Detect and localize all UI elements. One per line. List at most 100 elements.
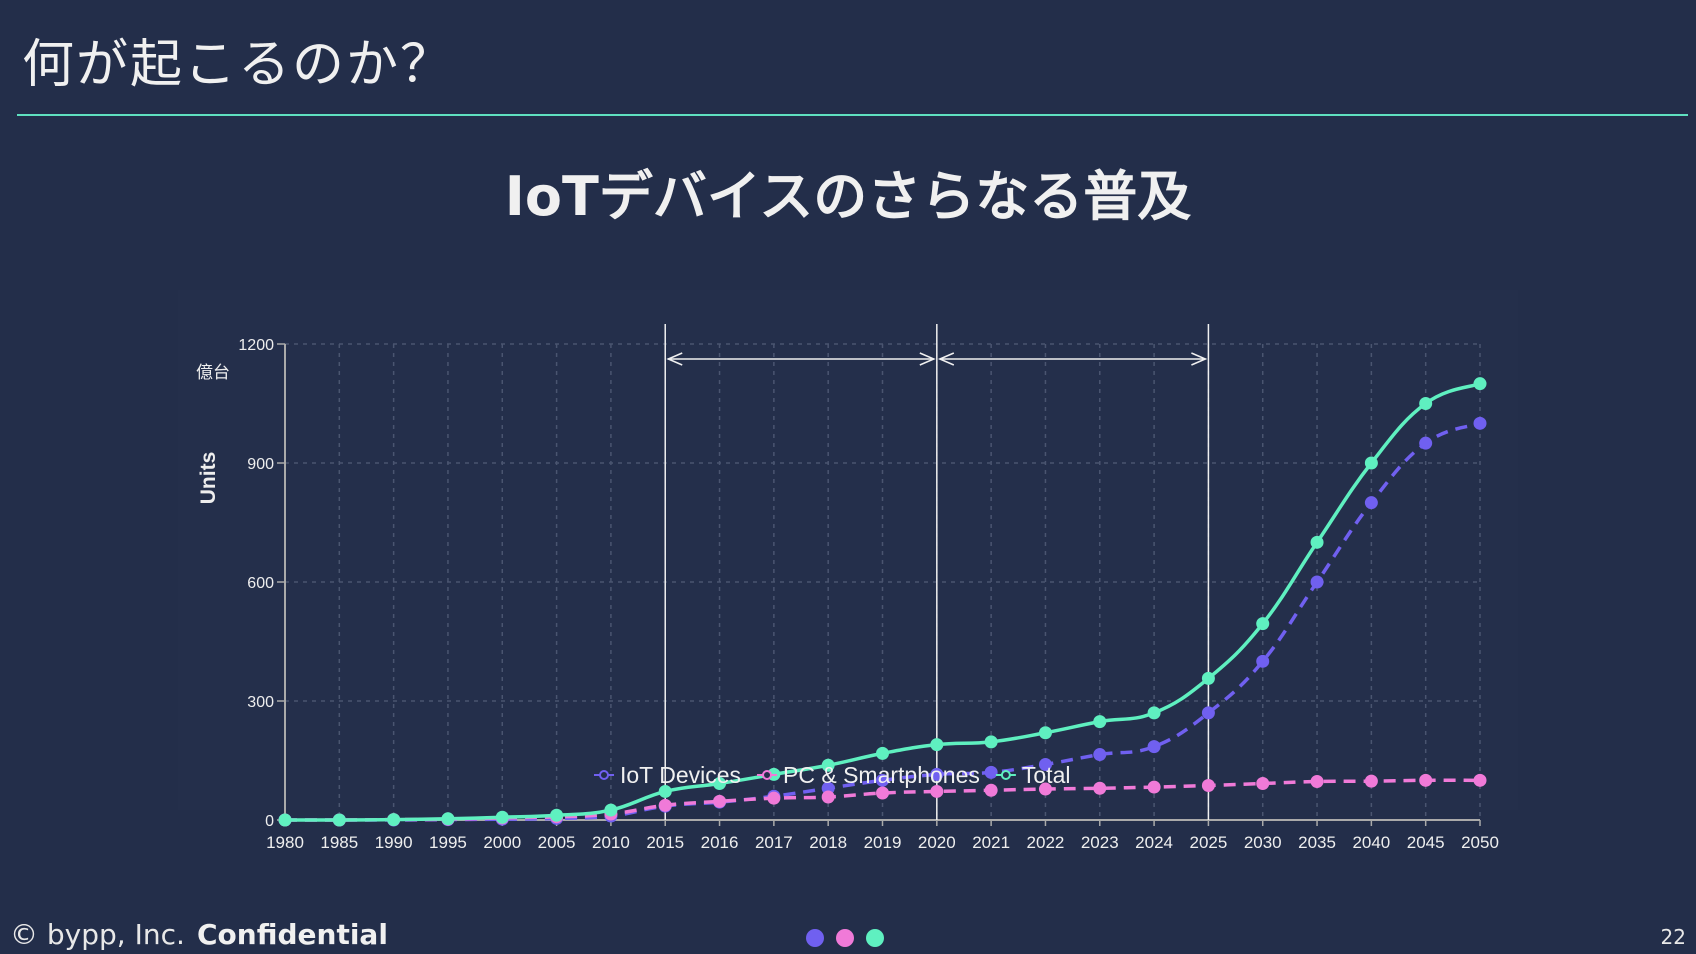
- data-point: [713, 777, 727, 791]
- brand-dots: [806, 929, 884, 947]
- x-tick-label: 2010: [592, 833, 630, 852]
- dot-1: [806, 929, 824, 947]
- data-point: [1419, 436, 1433, 450]
- data-point: [387, 813, 401, 827]
- data-point: [1364, 774, 1378, 788]
- x-tick-label: 2025: [1189, 833, 1227, 852]
- data-point: [1093, 715, 1107, 729]
- x-tick-label: 1985: [320, 833, 358, 852]
- data-point: [821, 790, 835, 804]
- page-number: 22: [1660, 925, 1686, 949]
- dot-3: [866, 929, 884, 947]
- data-point: [876, 786, 889, 800]
- legend-label: PC & Smartphones: [783, 762, 980, 788]
- data-point: [1093, 781, 1107, 795]
- x-tick-label: 2016: [701, 833, 739, 852]
- y-tick-label: 0: [265, 813, 274, 830]
- x-tick-label: 2020: [918, 833, 956, 852]
- data-point: [1256, 654, 1270, 668]
- arrowhead-right-icon: [919, 352, 936, 366]
- data-point: [713, 794, 727, 808]
- data-point: [1038, 782, 1052, 796]
- data-point: [1473, 377, 1487, 391]
- data-point: [930, 738, 944, 752]
- data-point: [1093, 748, 1107, 762]
- data-point: [1364, 456, 1378, 470]
- legend-label: IoT Devices: [620, 762, 741, 788]
- data-point: [1310, 775, 1324, 789]
- data-point: [1201, 778, 1215, 792]
- legend-item: IoT Devices: [594, 762, 741, 788]
- legend-marker-icon: [762, 770, 773, 780]
- data-point: [821, 758, 835, 772]
- x-tick-label: 2023: [1081, 833, 1119, 852]
- series-line: [284, 381, 1481, 822]
- x-tick-label: 2005: [538, 833, 576, 852]
- data-point: [1419, 773, 1433, 787]
- x-tick-label: 2000: [483, 833, 521, 852]
- data-point: [278, 813, 292, 827]
- data-point: [550, 808, 564, 822]
- chart-panel: [178, 290, 1518, 810]
- x-tick-label: 2019: [864, 833, 902, 852]
- data-point: [604, 803, 618, 817]
- x-tick-label: 2030: [1244, 833, 1282, 852]
- legend-marker-icon: [599, 770, 609, 780]
- data-point: [1038, 757, 1052, 771]
- data-point: [1201, 671, 1215, 685]
- x-tick-label: 2015: [646, 833, 684, 852]
- data-point: [1310, 575, 1324, 589]
- arrowhead-right-icon: [1191, 352, 1208, 366]
- x-tick-label: 2035: [1298, 833, 1336, 852]
- x-tick-label: 1995: [429, 833, 467, 852]
- data-point: [332, 813, 346, 827]
- x-tick-label: 2040: [1352, 833, 1390, 852]
- data-point: [1256, 617, 1270, 631]
- data-point: [1147, 740, 1161, 754]
- data-point: [984, 783, 998, 797]
- data-point: [984, 735, 998, 749]
- data-point: [658, 784, 672, 798]
- x-tick-label: 1980: [266, 833, 304, 852]
- data-point: [930, 784, 944, 798]
- data-point: [930, 767, 944, 781]
- data-point: [441, 812, 455, 826]
- x-tick-label: 2018: [809, 833, 847, 852]
- x-tick-label: 2024: [1135, 833, 1173, 852]
- data-point: [1473, 416, 1487, 430]
- y-tick-label: 900: [247, 456, 274, 473]
- data-point: [1419, 397, 1433, 410]
- data-point: [1473, 773, 1487, 787]
- y-tick-label: 1200: [238, 337, 274, 354]
- legend-marker-icon: [1000, 770, 1011, 780]
- data-point: [876, 746, 889, 760]
- unit-label: 億台: [196, 363, 230, 383]
- y-axis-label: Units: [197, 452, 220, 505]
- y-tick-label: 600: [247, 575, 274, 592]
- x-tick-label: 2050: [1461, 833, 1499, 852]
- data-point: [984, 765, 998, 779]
- x-tick-label: 2022: [1027, 833, 1065, 852]
- series-total: [278, 377, 1487, 827]
- x-tick-label: 2017: [755, 833, 793, 852]
- legend-item: PC & Smartphones: [757, 762, 980, 788]
- data-point: [658, 798, 672, 812]
- data-point: [1310, 535, 1324, 549]
- dot-2: [836, 929, 854, 947]
- data-point: [495, 810, 509, 824]
- data-point: [1038, 726, 1052, 740]
- arrowhead-left-icon: [666, 352, 683, 366]
- x-tick-label: 2021: [972, 833, 1010, 852]
- legend-label: Total: [1022, 762, 1071, 788]
- title-divider: [17, 114, 1688, 116]
- line-chart: 0 300 600 900 1200 1980 1985 1990 1995 2000 2005 20…: [178, 290, 1518, 852]
- slide-subtitle: IoTデバイスのさらなる普及: [504, 165, 1192, 228]
- data-point: [1256, 777, 1270, 791]
- data-point: [767, 791, 781, 805]
- legend-item: Total: [995, 762, 1071, 788]
- data-point: [1147, 780, 1161, 794]
- copyright: © bypp, Inc.: [10, 918, 185, 951]
- x-tick-label: 1990: [375, 833, 413, 852]
- data-point: [1147, 706, 1161, 720]
- x-tick-label: 2045: [1407, 833, 1445, 852]
